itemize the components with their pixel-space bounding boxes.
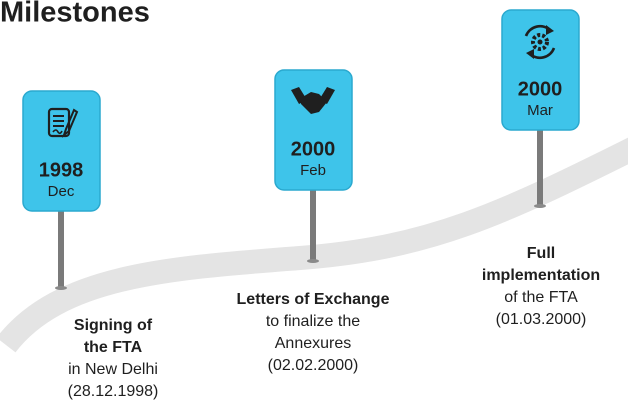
card <box>501 9 580 131</box>
month: Dec <box>48 183 75 200</box>
icon-gear-hub <box>537 39 543 45</box>
milestone-text: of the FTA <box>504 289 578 306</box>
milestone-text: Annexures <box>275 335 352 352</box>
month: Mar <box>527 102 553 119</box>
icon <box>291 87 335 114</box>
icon-hands <box>301 92 327 114</box>
icon-sign <box>52 129 63 135</box>
title: Milestones <box>0 0 150 29</box>
road <box>0 137 628 353</box>
milestone-text: to finalize the <box>266 313 360 330</box>
milestone-heading: Letters of Exchange <box>237 291 390 308</box>
icon <box>524 24 556 60</box>
year: 2000 <box>518 78 563 100</box>
year: 2000 <box>291 138 336 160</box>
milestone-text: (01.03.2000) <box>496 311 587 328</box>
icon-gear <box>531 33 549 51</box>
milestone-heading: Signing of <box>74 317 153 334</box>
icon <box>47 107 79 138</box>
pole-foot <box>55 286 67 290</box>
milestone-text: (28.12.1998) <box>68 383 159 400</box>
milestone-heading: the FTA <box>84 339 143 356</box>
card <box>22 90 101 212</box>
icon-arrow <box>526 25 554 59</box>
milestone-heading: implementation <box>482 267 600 284</box>
card <box>274 69 353 191</box>
milestone-heading: Full <box>527 245 555 262</box>
month: Feb <box>300 162 326 179</box>
year: 1998 <box>39 159 84 181</box>
pole-foot <box>534 204 546 208</box>
pole-foot <box>307 259 319 263</box>
milestone-text: (02.02.2000) <box>268 357 359 374</box>
icon-pen <box>61 108 79 138</box>
milestone-text: in New Delhi <box>68 361 158 378</box>
